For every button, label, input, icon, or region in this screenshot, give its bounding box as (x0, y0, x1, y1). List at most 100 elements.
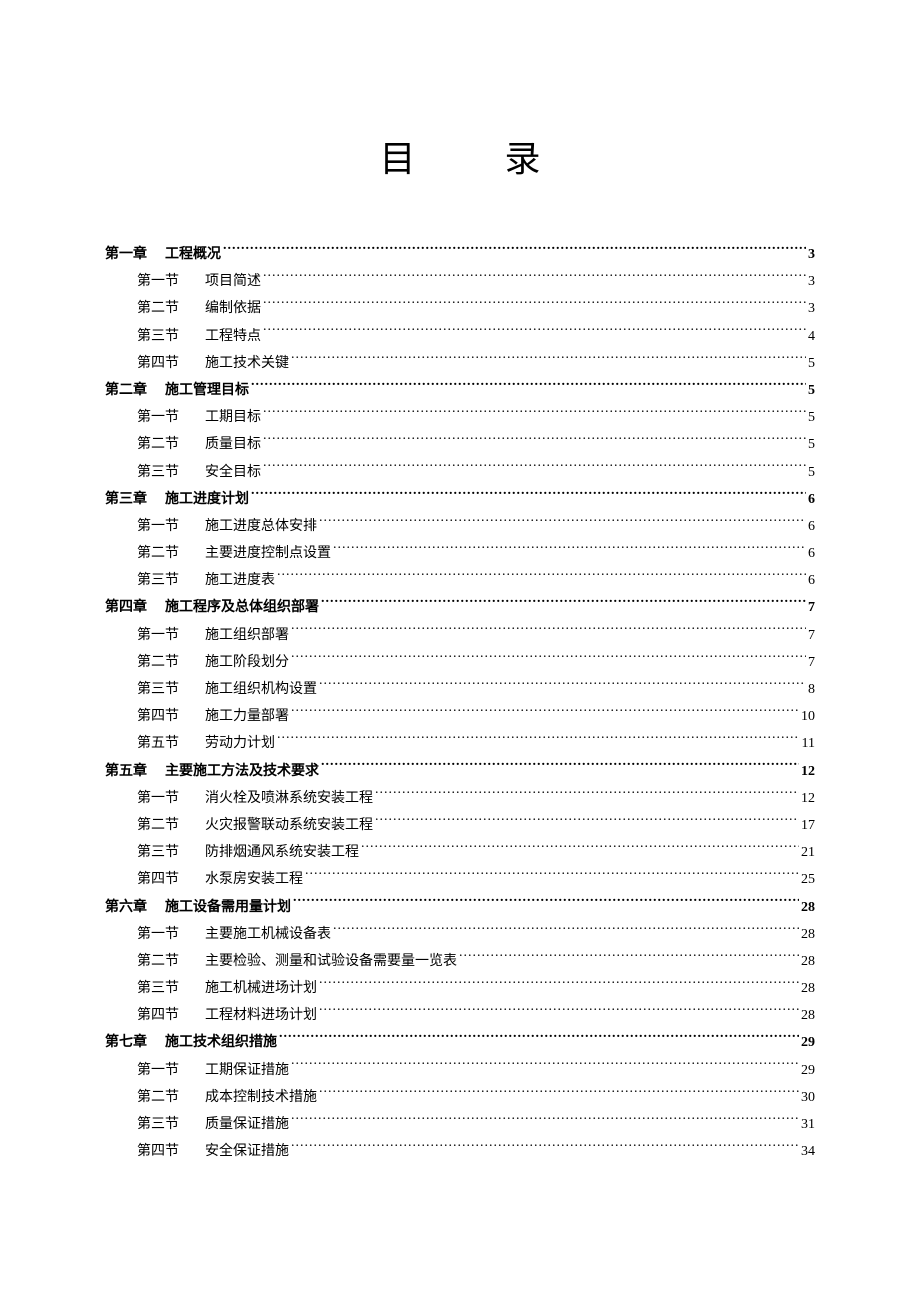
section-page: 4 (806, 324, 815, 349)
chapter-page: 29 (799, 1030, 815, 1055)
toc-title: 目 录 (105, 130, 815, 182)
section-title: 成本控制技术措施 (205, 1085, 317, 1110)
leader-dots (249, 380, 806, 394)
section-title: 安全保证措施 (205, 1139, 289, 1164)
section-page: 5 (806, 351, 815, 376)
section-title: 工期目标 (205, 405, 261, 430)
chapter-label: 第二章 (105, 378, 147, 403)
section-page: 6 (806, 514, 815, 539)
chapter-page: 7 (806, 595, 815, 620)
leader-dots (359, 842, 799, 856)
section-page: 29 (799, 1058, 815, 1083)
toc-section-entry: 第一节施工进度总体安排6 (105, 514, 815, 539)
section-title: 施工阶段划分 (205, 650, 289, 675)
section-label: 第三节 (137, 840, 179, 865)
section-label: 第一节 (137, 405, 179, 430)
section-page: 34 (799, 1139, 815, 1164)
section-title: 施工机械进场计划 (205, 976, 317, 1001)
toc-section-entry: 第一节 工期目标 5 (105, 405, 815, 430)
section-label: 第四节 (137, 1003, 179, 1028)
leader-dots (373, 815, 799, 829)
toc-section-entry: 第四节施工技术关键5 (105, 351, 815, 376)
section-label: 第一节 (137, 786, 179, 811)
leader-dots (289, 1141, 799, 1155)
leader-dots (317, 516, 806, 530)
chapter-title: 主要施工方法及技术要求 (165, 759, 319, 784)
chapter-label: 第三章 (105, 487, 147, 512)
leader-dots (261, 434, 806, 448)
section-label: 第三节 (137, 460, 179, 485)
leader-dots (289, 353, 806, 367)
leader-dots (317, 679, 806, 693)
toc-section-entry: 第二节成本控制技术措施30 (105, 1085, 815, 1110)
section-label: 第三节 (137, 677, 179, 702)
document-page: 目 录 第一章工程概况3第一节项目简述3第二节编制依据3第三节工程特点4第四节施… (0, 0, 920, 1224)
leader-dots (261, 271, 806, 285)
toc-section-entry: 第二节主要进度控制点设置6 (105, 541, 815, 566)
toc-section-entry: 第二节主要检验、测量和试验设备需要量一览表28 (105, 949, 815, 974)
section-title: 质量保证措施 (205, 1112, 289, 1137)
leader-dots (289, 625, 806, 639)
leader-dots (261, 462, 806, 476)
toc-section-entry: 第一节主要施工机械设备表28 (105, 922, 815, 947)
leader-dots (289, 652, 806, 666)
chapter-title: 施工进度计划 (165, 487, 249, 512)
chapter-label: 第七章 (105, 1030, 147, 1055)
section-page: 7 (806, 623, 815, 648)
section-page: 6 (806, 568, 815, 593)
section-title: 主要检验、测量和试验设备需要量一览表 (205, 949, 457, 974)
section-title: 消火栓及喷淋系统安装工程 (205, 786, 373, 811)
leader-dots (303, 869, 799, 883)
toc-section-entry: 第四节安全保证措施34 (105, 1139, 815, 1164)
toc-section-entry: 第三节工程特点4 (105, 324, 815, 349)
section-label: 第二节 (137, 1085, 179, 1110)
section-title: 水泵房安装工程 (205, 867, 303, 892)
section-page: 28 (799, 1003, 815, 1028)
section-label: 第四节 (137, 704, 179, 729)
section-label: 第二节 (137, 949, 179, 974)
chapter-page: 6 (806, 487, 815, 512)
toc-chapter-entry: 第五章主要施工方法及技术要求12 (105, 759, 815, 784)
toc-section-entry: 第一节施工组织部署7 (105, 623, 815, 648)
toc-chapter-entry: 第七章施工技术组织措施 29 (105, 1030, 815, 1055)
leader-dots (249, 489, 806, 503)
section-page: 21 (799, 840, 815, 865)
chapter-page: 12 (799, 759, 815, 784)
section-label: 第一节 (137, 269, 179, 294)
toc-container: 第一章工程概况3第一节项目简述3第二节编制依据3第三节工程特点4第四节施工技术关… (105, 242, 815, 1164)
section-page: 5 (806, 405, 815, 430)
chapter-title: 施工管理目标 (165, 378, 249, 403)
section-title: 主要施工机械设备表 (205, 922, 331, 947)
leader-dots (317, 1005, 799, 1019)
section-title: 项目简述 (205, 269, 261, 294)
section-label: 第一节 (137, 1058, 179, 1083)
toc-section-entry: 第三节施工机械进场计划28 (105, 976, 815, 1001)
leader-dots (275, 570, 806, 584)
section-title: 工程特点 (205, 324, 261, 349)
toc-section-entry: 第二节火灾报警联动系统安装工程17 (105, 813, 815, 838)
leader-dots (261, 407, 806, 421)
chapter-title: 施工程序及总体组织部署 (165, 595, 319, 620)
section-title: 防排烟通风系统安装工程 (205, 840, 359, 865)
section-page: 3 (806, 296, 815, 321)
leader-dots (317, 978, 799, 992)
leader-dots (275, 733, 800, 747)
section-title: 施工进度表 (205, 568, 275, 593)
leader-dots (291, 897, 799, 911)
chapter-title: 施工技术组织措施 (165, 1030, 277, 1055)
section-label: 第二节 (137, 813, 179, 838)
chapter-label: 第六章 (105, 895, 147, 920)
chapter-page: 28 (799, 895, 815, 920)
section-title: 安全目标 (205, 460, 261, 485)
toc-chapter-entry: 第六章施工设备需用量计划28 (105, 895, 815, 920)
section-title: 施工组织部署 (205, 623, 289, 648)
section-title: 质量目标 (205, 432, 261, 457)
toc-chapter-entry: 第三章施工进度计划 6 (105, 487, 815, 512)
section-page: 31 (799, 1112, 815, 1137)
section-label: 第二节 (137, 541, 179, 566)
chapter-page: 3 (806, 242, 815, 267)
leader-dots (261, 298, 806, 312)
leader-dots (289, 706, 799, 720)
toc-section-entry: 第五节劳动力计划11 (105, 731, 815, 756)
section-label: 第三节 (137, 1112, 179, 1137)
